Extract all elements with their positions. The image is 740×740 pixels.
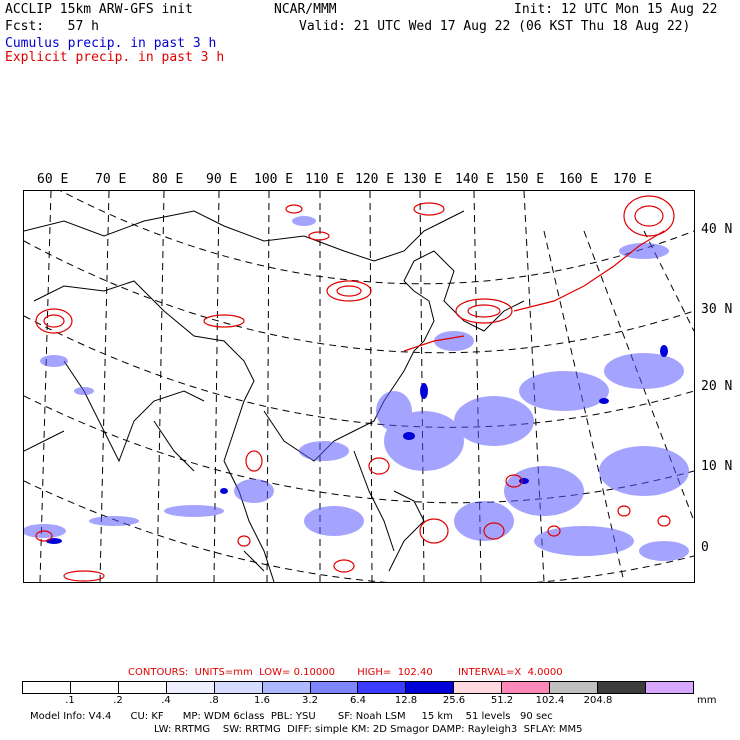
- model-info-line1: Model Info: V4.4 CU: KF MP: WDM 6class P…: [30, 711, 553, 722]
- colorbar-swatch: [645, 682, 693, 693]
- colorbar-swatch: [550, 682, 599, 693]
- cumulus-precip: [24, 216, 689, 561]
- colorbar-tick-label: 25.6: [442, 695, 466, 706]
- coastlines: [24, 210, 525, 582]
- model-info-line2: LW: RRTMG SW: RRTMG DIFF: simple KM: 2D …: [154, 724, 583, 735]
- colorbar-swatch: [262, 682, 311, 693]
- lon-label: 110 E: [305, 172, 345, 187]
- precip-colorbar: [22, 681, 694, 694]
- colorbar-swatch: [454, 682, 503, 693]
- lon-label: 130 E: [403, 172, 443, 187]
- run-title: ACCLIP 15km ARW-GFS init: [5, 2, 193, 17]
- lat-label: 0: [701, 540, 709, 555]
- explicit-precip: [35, 195, 675, 582]
- lon-label: 150 E: [505, 172, 545, 187]
- lat-label: 30 N: [701, 302, 733, 317]
- colorbar-tick-label: 6.4: [350, 695, 366, 706]
- colorbar-tick-label: .2: [113, 695, 123, 706]
- valid-time: Valid: 21 UTC Wed 17 Aug 22 (06 KST Thu …: [299, 19, 691, 34]
- map-canvas: [24, 191, 694, 582]
- colorbar-tick-label: 3.2: [302, 695, 318, 706]
- lon-label: 140 E: [455, 172, 495, 187]
- lat-label: 20 N: [701, 379, 733, 394]
- colorbar-tick-label: .4: [161, 695, 171, 706]
- cumulus-precip-heavy: [46, 345, 668, 544]
- colorbar-swatch: [406, 682, 455, 693]
- contour-info: CONTOURS: UNITS=mm LOW= 0.10000 HIGH= 10…: [128, 667, 563, 678]
- latitude-gridlines: [24, 191, 694, 582]
- colorbar-tick-label: .8: [209, 695, 219, 706]
- forecast-hour: Fcst: 57 h: [5, 19, 99, 34]
- colorbar-swatch: [358, 682, 407, 693]
- lon-label: 70 E: [95, 172, 127, 187]
- colorbar-swatch: [70, 682, 119, 693]
- colorbar-swatch: [598, 682, 646, 693]
- colorbar-swatch: [310, 682, 359, 693]
- colorbar-tick-label: 51.2: [490, 695, 514, 706]
- lon-label: 80 E: [152, 172, 184, 187]
- colorbar-swatch: [118, 682, 167, 693]
- colorbar-tick-label: 12.8: [394, 695, 418, 706]
- colorbar-swatch: [23, 682, 71, 693]
- colorbar-swatch: [166, 682, 215, 693]
- lon-label: 90 E: [206, 172, 238, 187]
- colorbar-tick-label: 204.8: [583, 695, 613, 706]
- colorbar-swatch: [502, 682, 551, 693]
- precip-map: [23, 190, 695, 583]
- colorbar-tick-label: 1.6: [254, 695, 270, 706]
- colorbar-units: mm: [697, 695, 717, 706]
- lat-label: 40 N: [701, 222, 733, 237]
- colorbar-swatch: [214, 682, 263, 693]
- lon-label: 160 E: [559, 172, 599, 187]
- init-time: Init: 12 UTC Mon 15 Aug 22: [514, 2, 718, 17]
- legend-cumulus: Cumulus precip. in past 3 h: [5, 36, 217, 51]
- colorbar-tick-label: 102.4: [535, 695, 565, 706]
- lon-label: 120 E: [355, 172, 395, 187]
- organization-label: NCAR/MMM: [274, 2, 337, 17]
- lon-label: 100 E: [254, 172, 294, 187]
- legend-explicit: Explicit precip. in past 3 h: [5, 50, 225, 65]
- colorbar-tick-label: .1: [65, 695, 75, 706]
- lon-label: 170 E: [613, 172, 653, 187]
- lat-label: 10 N: [701, 459, 733, 474]
- lon-label: 60 E: [37, 172, 69, 187]
